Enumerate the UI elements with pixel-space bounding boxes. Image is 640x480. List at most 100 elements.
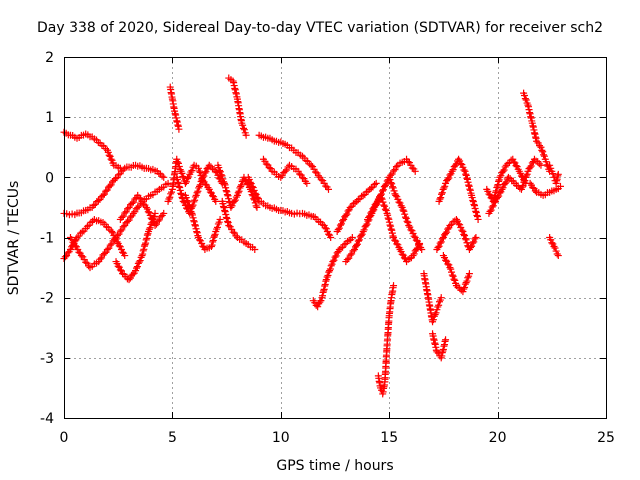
interpolated-point — [340, 241, 348, 249]
interpolated-point — [108, 240, 116, 248]
interpolated-point — [461, 283, 469, 291]
data-point — [212, 197, 220, 205]
interpolated-point — [494, 193, 502, 201]
interpolated-point — [539, 148, 547, 156]
interpolated-point — [216, 167, 224, 175]
series-trace-q — [309, 234, 356, 311]
axis-ticks — [64, 57, 607, 419]
interpolated-point — [437, 238, 445, 246]
interpolated-point — [468, 242, 476, 250]
interpolated-point — [551, 244, 559, 252]
interpolated-point — [500, 166, 508, 174]
interpolated-point — [209, 238, 217, 246]
data-point — [77, 252, 85, 260]
interpolated-point — [98, 254, 106, 262]
x-tick-label: 20 — [489, 430, 507, 446]
interpolated-point — [538, 146, 546, 154]
interpolated-point — [107, 155, 115, 163]
interpolated-point — [519, 182, 527, 190]
interpolated-point — [380, 201, 388, 209]
interpolated-point — [246, 178, 254, 186]
interpolated-point — [368, 208, 376, 216]
interpolated-point — [236, 184, 244, 192]
interpolated-point — [495, 192, 503, 200]
interpolated-point — [436, 239, 444, 247]
interpolated-point — [549, 170, 557, 178]
interpolated-point — [115, 242, 123, 250]
interpolated-point — [412, 236, 420, 244]
data-point — [121, 252, 129, 260]
interpolated-point — [441, 182, 449, 190]
series-trace-k — [225, 74, 250, 139]
interpolated-point — [317, 176, 325, 184]
data-point — [160, 173, 168, 181]
interpolated-point — [321, 224, 329, 232]
interpolated-point — [438, 190, 446, 198]
interpolated-point — [342, 211, 350, 219]
series-trace-o — [244, 173, 335, 241]
interpolated-point — [195, 167, 203, 175]
interpolated-point — [345, 254, 353, 262]
interpolated-point — [262, 160, 270, 168]
interpolated-point — [547, 236, 555, 244]
interpolated-point — [443, 228, 451, 236]
data-point — [556, 182, 564, 190]
interpolated-point — [296, 170, 304, 178]
data-point — [327, 234, 335, 241]
interpolated-point — [442, 229, 450, 237]
interpolated-point — [135, 202, 143, 210]
data-point — [546, 161, 554, 169]
data-point — [459, 227, 467, 235]
tick-labels: 0 5 10 15 20 25 -4 -3 -2 -1 0 1 2 — [40, 50, 615, 446]
interpolated-point — [528, 159, 536, 167]
interpolated-point — [490, 199, 498, 207]
interpolated-point — [191, 193, 199, 201]
interpolated-point — [194, 187, 202, 195]
interpolated-point — [520, 92, 528, 100]
interpolated-point — [429, 316, 437, 324]
interpolated-point — [190, 198, 198, 206]
interpolated-point — [326, 267, 334, 275]
interpolated-point — [111, 175, 119, 183]
interpolated-point — [349, 247, 357, 255]
data-point — [446, 221, 454, 229]
interpolated-point — [102, 187, 110, 195]
interpolated-point — [390, 187, 398, 195]
interpolated-point — [535, 160, 543, 168]
interpolated-point — [496, 189, 504, 197]
interpolated-point — [330, 256, 338, 264]
interpolated-point — [208, 241, 216, 249]
interpolated-point — [119, 223, 127, 231]
interpolated-point — [114, 262, 122, 270]
interpolated-point — [278, 172, 286, 180]
interpolated-point — [71, 242, 79, 250]
data-point — [472, 234, 480, 241]
interpolated-point — [121, 209, 129, 217]
interpolated-point — [61, 253, 69, 261]
interpolated-point — [215, 164, 223, 172]
interpolated-point — [386, 176, 394, 184]
interpolated-point — [444, 225, 452, 233]
interpolated-point — [372, 199, 380, 207]
interpolated-point — [147, 214, 155, 222]
interpolated-point — [129, 198, 137, 206]
interpolated-point — [344, 207, 352, 215]
interpolated-point — [240, 126, 248, 134]
x-tick-label: 0 — [60, 430, 69, 446]
interpolated-point — [188, 203, 196, 211]
interpolated-point — [339, 217, 347, 225]
interpolated-point — [378, 187, 386, 195]
data-point — [550, 243, 558, 251]
data-point — [359, 191, 367, 199]
data-point — [103, 246, 111, 254]
data-point — [498, 185, 506, 193]
interpolated-point — [354, 196, 362, 204]
interpolated-point — [451, 276, 459, 284]
series-trace-x — [429, 330, 450, 362]
interpolated-point — [404, 219, 412, 227]
data-point — [160, 209, 168, 217]
data-point — [348, 234, 356, 241]
interpolated-point — [251, 199, 259, 207]
interpolated-point — [218, 172, 226, 180]
